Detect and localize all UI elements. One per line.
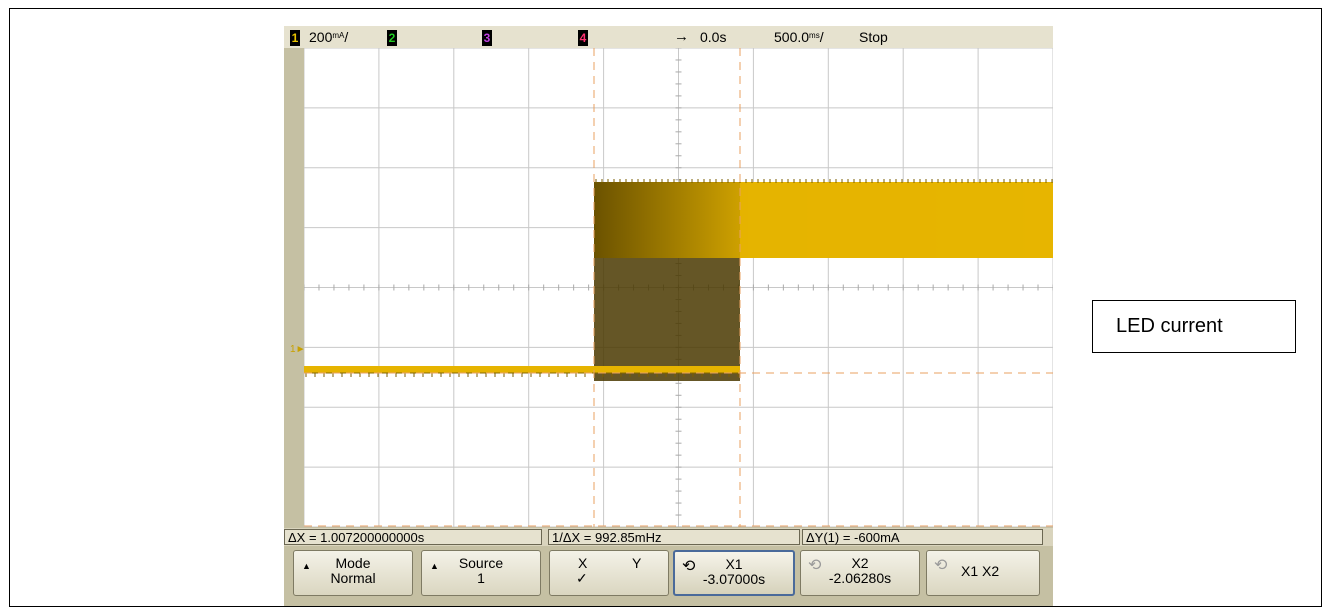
x1-softkey[interactable]: ⟲ X1 -3.07000s <box>673 550 795 596</box>
y-option: Y <box>632 555 642 571</box>
waveform-grid <box>304 48 1053 527</box>
ch1-indicator[interactable]: 1 <box>290 29 300 46</box>
ch1-scale: 200mA/ <box>309 29 348 48</box>
ground-reference-marker-icon: 1► <box>290 344 306 355</box>
rotate-knob-icon: ⟲ <box>934 557 948 574</box>
softkey-bar: ▲ Mode Normal ▲ Source 1 X Y ✓ ⟲ X1 -3.0… <box>284 547 1053 606</box>
source-softkey[interactable]: ▲ Source 1 <box>421 550 541 596</box>
source-value: 1 <box>477 570 485 586</box>
up-triangle-icon: ▲ <box>302 561 311 571</box>
measurement-bar: ΔX = 1.007200000000s 1/ΔX = 992.85mHz ΔY… <box>284 528 1053 546</box>
mode-value: Normal <box>330 570 376 586</box>
timebase-unit: ms <box>809 31 820 40</box>
run-state: Stop <box>859 29 888 45</box>
x1x2-softkey[interactable]: ⟲ X1 X2 <box>926 550 1040 596</box>
annotation-label: LED current <box>1092 300 1296 353</box>
status-bar: 1 200mA/ 2 3 4 → 0.0s 500.0ms/ Stop <box>284 26 1053 57</box>
ch3-indicator[interactable]: 3 <box>482 29 492 46</box>
checkmark-icon: ✓ <box>576 570 588 586</box>
ch2-indicator[interactable]: 2 <box>387 29 397 46</box>
rotate-knob-icon: ⟲ <box>808 557 822 574</box>
x1x2-label: X1 X2 <box>961 563 1000 579</box>
ch1-scale-value: 200 <box>309 29 333 45</box>
delta-x-readout: ΔX = 1.007200000000s <box>284 529 542 545</box>
mode-softkey[interactable]: ▲ Mode Normal <box>293 550 413 596</box>
mode-title: Mode <box>335 555 371 571</box>
ch1-scale-unit: mA <box>332 31 345 40</box>
rotate-knob-icon: ⟲ <box>682 558 696 575</box>
x-option: X <box>578 555 588 571</box>
oscilloscope-screen: 1 200mA/ 2 3 4 → 0.0s 500.0ms/ Stop 1► Δ… <box>284 26 1053 606</box>
trigger-arrow-icon: → <box>674 28 689 45</box>
timebase-number: 500.0 <box>774 29 810 45</box>
ch1-scale-slash: / <box>344 29 349 45</box>
ch2-number: 2 <box>387 30 397 46</box>
x2-value: -2.06280s <box>828 570 892 586</box>
ch4-indicator[interactable]: 4 <box>578 29 588 46</box>
trace-high-level <box>740 182 1053 258</box>
source-title: Source <box>458 555 504 571</box>
xy-softkey[interactable]: X Y ✓ <box>549 550 669 596</box>
delta-y-readout: ΔY(1) = -600mA <box>802 529 1043 545</box>
up-triangle-icon: ▲ <box>430 561 439 571</box>
ch1-number: 1 <box>290 30 300 46</box>
inverse-delta-x-readout: 1/ΔX = 992.85mHz <box>548 529 800 545</box>
ground-marker-label: 1 <box>290 344 296 355</box>
graticule <box>304 48 1053 527</box>
x2-softkey[interactable]: ⟲ X2 -2.06280s <box>800 550 920 596</box>
timebase-value: 500.0ms/ <box>774 29 824 45</box>
x2-title: X2 <box>851 555 869 571</box>
delay-value: 0.0s <box>700 29 727 45</box>
x1-title: X1 <box>725 556 743 572</box>
trace-baseline <box>304 366 740 373</box>
ch4-number: 4 <box>578 30 588 46</box>
x1-value: -3.07000s <box>702 571 766 587</box>
ch3-number: 3 <box>482 30 492 46</box>
